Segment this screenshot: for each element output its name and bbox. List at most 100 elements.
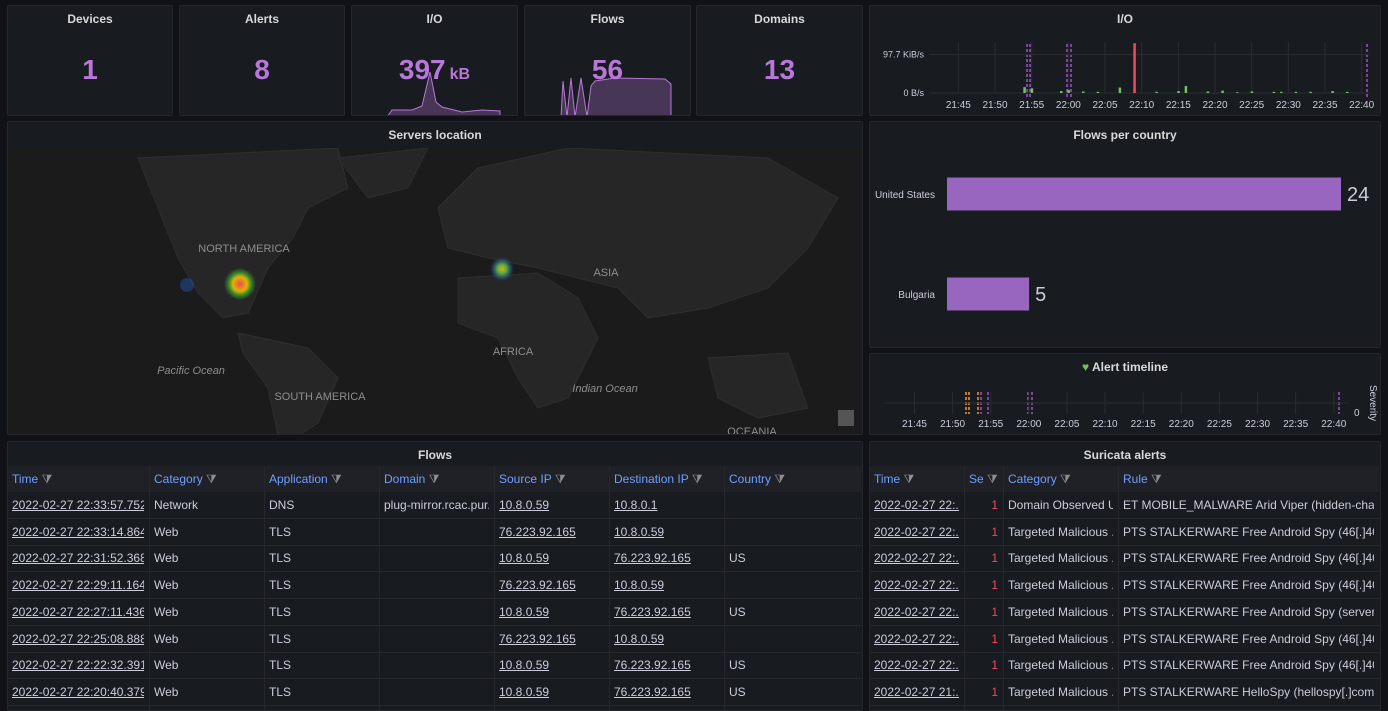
- filter-icon[interactable]: ⧩: [202, 472, 217, 486]
- header-cell[interactable]: Rule ⧩: [1119, 466, 1379, 492]
- value-label: 5: [1035, 284, 1046, 306]
- table-cell[interactable]: 2022-02-27 22:...: [874, 551, 959, 566]
- panel-title: Domains: [754, 12, 805, 26]
- table-cell: 1: [991, 658, 998, 673]
- table-cell: 1: [991, 498, 998, 512]
- filter-icon[interactable]: ⧩: [1147, 472, 1162, 486]
- table-cell[interactable]: 2022-02-27 22:...: [874, 658, 959, 673]
- panel-title: Flows: [417, 448, 452, 462]
- table-cell[interactable]: 76.223.92.165: [614, 551, 691, 566]
- table-cell[interactable]: 2022-02-27 22:29:11.164: [12, 578, 144, 593]
- row-divider: [870, 678, 1380, 680]
- row-divider: [8, 544, 862, 546]
- header-cell[interactable]: Time ⧩: [8, 466, 149, 492]
- table-cell[interactable]: 76.223.92.165: [499, 578, 576, 593]
- filter-icon[interactable]: ⧩: [551, 472, 566, 486]
- table-cell: Web: [154, 658, 179, 673]
- table-cell[interactable]: 10.8.0.59: [614, 524, 665, 539]
- table-cell[interactable]: 2022-02-27 22:...: [874, 498, 959, 512]
- table-cell[interactable]: 76.223.92.165: [499, 631, 576, 646]
- filter-icon[interactable]: ⧩: [900, 472, 915, 486]
- table-cell[interactable]: 76.223.92.165: [614, 684, 691, 699]
- table-cell[interactable]: 2022-02-27 22:27:11.436: [12, 604, 144, 619]
- table-cell[interactable]: 10.8.0.59: [499, 498, 550, 512]
- map: NORTH AMERICA ASIA AFRICA SOUTH AMERICA …: [8, 148, 862, 434]
- panel-title: Suricata alerts: [1083, 448, 1167, 462]
- table-cell: Web: [154, 551, 179, 566]
- table-cell[interactable]: 2022-02-27 22:...: [874, 524, 959, 539]
- header-cell[interactable]: Destination IP ⧩: [610, 466, 724, 492]
- header-cell[interactable]: Application ⧩: [265, 466, 379, 492]
- header-cell[interactable]: Time ⧩: [870, 466, 964, 492]
- table-cell: TLS: [269, 604, 292, 619]
- stat-panel: I/O 397 kB: [351, 5, 518, 116]
- filter-icon[interactable]: ⧩: [1056, 472, 1071, 486]
- table-cell[interactable]: 76.223.92.165: [499, 524, 576, 539]
- table-cell[interactable]: 2022-02-27 22:25:08.888: [12, 631, 144, 646]
- table-cell[interactable]: 76.223.92.165: [614, 658, 691, 673]
- table-cell[interactable]: 10.8.0.1: [614, 498, 658, 512]
- table-cell[interactable]: 76.223.92.165: [614, 604, 691, 619]
- panel-title: I/O: [426, 12, 443, 26]
- table-cell: [725, 492, 856, 518]
- table-cell[interactable]: 10.8.0.59: [499, 551, 550, 566]
- filter-icon[interactable]: ⧩: [771, 472, 786, 486]
- x-tick-label: 22:35: [1312, 100, 1337, 111]
- table-cell: [725, 572, 856, 598]
- table-cell: Targeted Malicious ...: [1008, 658, 1113, 673]
- io-panel: I/O 21:45 21:50 21:55 22:00 22:05 22:10 22:15 2…: [869, 5, 1381, 116]
- header-cell[interactable]: Domain ⧩: [380, 466, 494, 492]
- country-panel: Flows per country United States 24 Bulgari…: [869, 121, 1381, 348]
- table-cell: US: [729, 551, 746, 566]
- table-cell: TLS: [269, 578, 292, 593]
- bar: [1096, 91, 1100, 93]
- panel-title: ♥ Alert timeline: [870, 360, 1380, 374]
- table-cell: 1: [991, 524, 998, 539]
- table-cell: [380, 679, 489, 705]
- table-cell[interactable]: 10.8.0.59: [614, 578, 665, 593]
- filter-icon[interactable]: ⧩: [688, 472, 703, 486]
- filter-icon[interactable]: ⧩: [983, 472, 998, 486]
- filter-icon[interactable]: ⧩: [38, 472, 53, 486]
- table-cell[interactable]: 2022-02-27 22:20:40.379: [12, 684, 144, 699]
- sparkline-area: [560, 77, 672, 115]
- x-tick-label: 22:35: [1283, 419, 1308, 430]
- table-cell: [725, 519, 856, 545]
- table-cell[interactable]: 2022-02-27 22:31:52.368: [12, 551, 144, 566]
- table-cell[interactable]: 2022-02-27 22:...: [874, 604, 959, 619]
- filter-icon[interactable]: ⧩: [327, 472, 342, 486]
- table-cell[interactable]: 2022-02-27 21:...: [874, 684, 959, 699]
- filter-icon[interactable]: ⧩: [425, 472, 440, 486]
- heat-spot: [224, 268, 256, 300]
- row-divider: [870, 518, 1380, 519]
- table-cell[interactable]: 2022-02-27 22:33:14.864: [12, 524, 144, 539]
- table-cell[interactable]: 10.8.0.59: [499, 604, 550, 619]
- bar: [1082, 91, 1085, 93]
- table-cell[interactable]: 2022-02-27 22:22:32.391: [12, 658, 144, 673]
- row-divider: [870, 624, 1380, 626]
- x-tick-label: 21:45: [946, 100, 971, 111]
- table-cell[interactable]: 2022-02-27 22:33:57.752: [12, 498, 144, 512]
- header-cell[interactable]: Country ⧩: [725, 466, 861, 492]
- table-cell[interactable]: 10.8.0.59: [614, 631, 665, 646]
- x-tick-label: 22:15: [1131, 419, 1156, 430]
- header-cell[interactable]: Source IP ⧩: [495, 466, 609, 492]
- row-divider: [8, 678, 862, 680]
- stat-panel: Domains 13: [696, 5, 863, 116]
- table-cell[interactable]: 2022-02-27 22:...: [874, 578, 959, 593]
- table-cell: Targeted Malicious ...: [1008, 524, 1113, 539]
- table-cell: [725, 626, 856, 652]
- table-cell: US: [729, 684, 746, 699]
- table-cell: PTS STALKERWARE Free Android Spy (46[.]4…: [1123, 551, 1374, 566]
- table-cell: Targeted Malicious ...: [1008, 604, 1113, 619]
- table-cell[interactable]: 10.8.0.59: [499, 684, 550, 699]
- panel-title: Servers location: [388, 128, 482, 142]
- table-cell[interactable]: 2022-02-27 22:...: [874, 631, 959, 646]
- header-cell[interactable]: Se ⧩: [965, 466, 1003, 492]
- table-cell[interactable]: 10.8.0.59: [499, 658, 550, 673]
- header-cell[interactable]: Category ⧩: [1004, 466, 1118, 492]
- info-button[interactable]: [838, 410, 854, 426]
- header-cell[interactable]: Category ⧩: [150, 466, 264, 492]
